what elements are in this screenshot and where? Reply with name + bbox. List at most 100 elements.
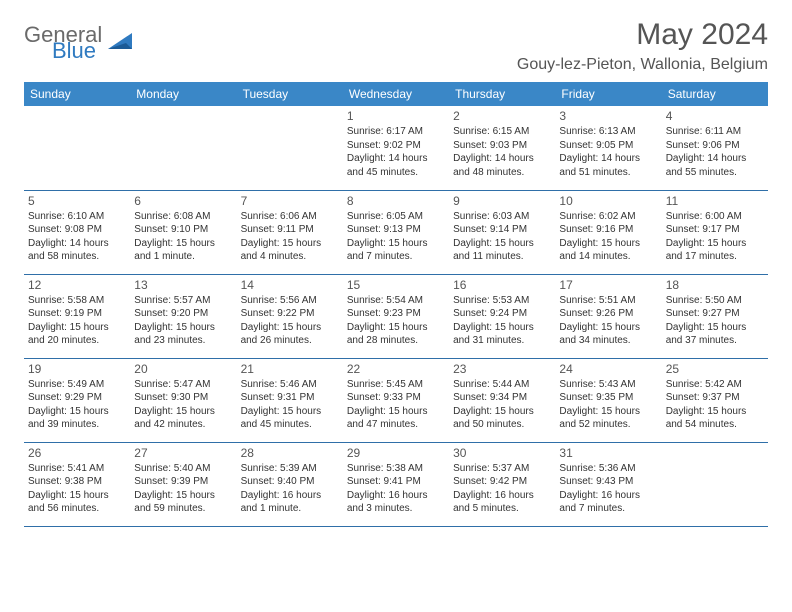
- weekday-header: Monday: [130, 82, 236, 106]
- calendar-day-cell: 23 Sunrise: 5:44 AMSunset: 9:34 PMDayligh…: [449, 358, 555, 442]
- day-number: 29: [347, 446, 445, 460]
- calendar-day-cell: 21 Sunrise: 5:46 AMSunset: 9:31 PMDayligh…: [237, 358, 343, 442]
- calendar-day-cell: 1 Sunrise: 6:17 AMSunset: 9:02 PMDaylight…: [343, 106, 449, 190]
- day-number: 10: [559, 194, 657, 208]
- day-number: 19: [28, 362, 126, 376]
- calendar-day-cell: 29 Sunrise: 5:38 AMSunset: 9:41 PMDayligh…: [343, 442, 449, 526]
- day-info: Sunrise: 6:03 AMSunset: 9:14 PMDaylight:…: [453, 210, 551, 264]
- day-number: 4: [666, 109, 764, 123]
- day-info: Sunrise: 5:49 AMSunset: 9:29 PMDaylight:…: [28, 378, 126, 432]
- day-number: 18: [666, 278, 764, 292]
- calendar-day-cell: 30 Sunrise: 5:37 AMSunset: 9:42 PMDayligh…: [449, 442, 555, 526]
- day-info: Sunrise: 6:10 AMSunset: 9:08 PMDaylight:…: [28, 210, 126, 264]
- weekday-header: Friday: [555, 82, 661, 106]
- calendar-day-cell: 16 Sunrise: 5:53 AMSunset: 9:24 PMDayligh…: [449, 274, 555, 358]
- day-info: Sunrise: 5:45 AMSunset: 9:33 PMDaylight:…: [347, 378, 445, 432]
- day-number: 5: [28, 194, 126, 208]
- weekday-header: Thursday: [449, 82, 555, 106]
- day-info: Sunrise: 5:53 AMSunset: 9:24 PMDaylight:…: [453, 294, 551, 348]
- day-number: 3: [559, 109, 657, 123]
- logo-triangle-icon: [108, 31, 134, 56]
- day-info: Sunrise: 6:08 AMSunset: 9:10 PMDaylight:…: [134, 210, 232, 264]
- day-number: 13: [134, 278, 232, 292]
- day-number: 31: [559, 446, 657, 460]
- calendar-week-row: 5 Sunrise: 6:10 AMSunset: 9:08 PMDaylight…: [24, 190, 768, 274]
- calendar-empty-cell: [237, 106, 343, 190]
- day-number: 11: [666, 194, 764, 208]
- day-info: Sunrise: 6:17 AMSunset: 9:02 PMDaylight:…: [347, 125, 445, 179]
- calendar-day-cell: 26Sunrise: 5:41 AMSunset: 9:38 PMDayligh…: [24, 442, 130, 526]
- day-info: Sunrise: 5:56 AMSunset: 9:22 PMDaylight:…: [241, 294, 339, 348]
- day-number: 15: [347, 278, 445, 292]
- calendar-day-cell: 11 Sunrise: 6:00 AMSunset: 9:17 PMDayligh…: [662, 190, 768, 274]
- day-info: Sunrise: 5:39 AMSunset: 9:40 PMDaylight:…: [241, 462, 339, 516]
- calendar-day-cell: 6Sunrise: 6:08 AMSunset: 9:10 PMDaylight…: [130, 190, 236, 274]
- day-info: Sunrise: 5:50 AMSunset: 9:27 PMDaylight:…: [666, 294, 764, 348]
- day-number: 25: [666, 362, 764, 376]
- calendar-table: SundayMondayTuesdayWednesdayThursdayFrid…: [24, 82, 768, 527]
- day-number: 21: [241, 362, 339, 376]
- logo: General Blue: [24, 18, 134, 62]
- day-info: Sunrise: 6:11 AMSunset: 9:06 PMDaylight:…: [666, 125, 764, 179]
- day-info: Sunrise: 5:37 AMSunset: 9:42 PMDaylight:…: [453, 462, 551, 516]
- calendar-day-cell: 28 Sunrise: 5:39 AMSunset: 9:40 PMDayligh…: [237, 442, 343, 526]
- day-number: 23: [453, 362, 551, 376]
- calendar-day-cell: 7 Sunrise: 6:06 AMSunset: 9:11 PMDaylight…: [237, 190, 343, 274]
- weekday-header: Saturday: [662, 82, 768, 106]
- day-info: Sunrise: 5:43 AMSunset: 9:35 PMDaylight:…: [559, 378, 657, 432]
- day-info: Sunrise: 6:00 AMSunset: 9:17 PMDaylight:…: [666, 210, 764, 264]
- day-info: Sunrise: 5:46 AMSunset: 9:31 PMDaylight:…: [241, 378, 339, 432]
- calendar-day-cell: 24 Sunrise: 5:43 AMSunset: 9:35 PMDayligh…: [555, 358, 661, 442]
- calendar-day-cell: 9 Sunrise: 6:03 AMSunset: 9:14 PMDaylight…: [449, 190, 555, 274]
- calendar-day-cell: 13 Sunrise: 5:57 AMSunset: 9:20 PMDayligh…: [130, 274, 236, 358]
- calendar-day-cell: 20 Sunrise: 5:47 AMSunset: 9:30 PMDayligh…: [130, 358, 236, 442]
- day-number: 2: [453, 109, 551, 123]
- day-info: Sunrise: 5:47 AMSunset: 9:30 PMDaylight:…: [134, 378, 232, 432]
- day-info: Sunrise: 5:42 AMSunset: 9:37 PMDaylight:…: [666, 378, 764, 432]
- day-number: 7: [241, 194, 339, 208]
- calendar-day-cell: 15 Sunrise: 5:54 AMSunset: 9:23 PMDayligh…: [343, 274, 449, 358]
- calendar-day-cell: 14 Sunrise: 5:56 AMSunset: 9:22 PMDayligh…: [237, 274, 343, 358]
- day-number: 22: [347, 362, 445, 376]
- day-info: Sunrise: 5:51 AMSunset: 9:26 PMDaylight:…: [559, 294, 657, 348]
- weekday-header: Tuesday: [237, 82, 343, 106]
- day-number: 26: [28, 446, 126, 460]
- calendar-day-cell: 3 Sunrise: 6:13 AMSunset: 9:05 PMDaylight…: [555, 106, 661, 190]
- day-number: 8: [347, 194, 445, 208]
- calendar-day-cell: 31 Sunrise: 5:36 AMSunset: 9:43 PMDayligh…: [555, 442, 661, 526]
- day-number: 9: [453, 194, 551, 208]
- day-info: Sunrise: 5:54 AMSunset: 9:23 PMDaylight:…: [347, 294, 445, 348]
- location-text: Gouy-lez-Pieton, Wallonia, Belgium: [517, 56, 768, 74]
- day-number: 30: [453, 446, 551, 460]
- calendar-day-cell: 10Sunrise: 6:02 AMSunset: 9:16 PMDayligh…: [555, 190, 661, 274]
- day-info: Sunrise: 5:44 AMSunset: 9:34 PMDaylight:…: [453, 378, 551, 432]
- calendar-day-cell: 2Sunrise: 6:15 AMSunset: 9:03 PMDaylight…: [449, 106, 555, 190]
- calendar-week-row: 1 Sunrise: 6:17 AMSunset: 9:02 PMDaylight…: [24, 106, 768, 190]
- day-info: Sunrise: 5:57 AMSunset: 9:20 PMDaylight:…: [134, 294, 232, 348]
- day-number: 20: [134, 362, 232, 376]
- calendar-empty-cell: [662, 442, 768, 526]
- day-number: 1: [347, 109, 445, 123]
- day-number: 14: [241, 278, 339, 292]
- day-number: 28: [241, 446, 339, 460]
- day-info: Sunrise: 6:06 AMSunset: 9:11 PMDaylight:…: [241, 210, 339, 264]
- day-info: Sunrise: 5:58 AMSunset: 9:19 PMDaylight:…: [28, 294, 126, 348]
- day-info: Sunrise: 6:05 AMSunset: 9:13 PMDaylight:…: [347, 210, 445, 264]
- calendar-empty-cell: [24, 106, 130, 190]
- calendar-empty-cell: [130, 106, 236, 190]
- calendar-day-cell: 22 Sunrise: 5:45 AMSunset: 9:33 PMDayligh…: [343, 358, 449, 442]
- day-info: Sunrise: 5:38 AMSunset: 9:41 PMDaylight:…: [347, 462, 445, 516]
- weekday-header: Sunday: [24, 82, 130, 106]
- calendar-day-cell: 8 Sunrise: 6:05 AMSunset: 9:13 PMDaylight…: [343, 190, 449, 274]
- day-info: Sunrise: 5:40 AMSunset: 9:39 PMDaylight:…: [134, 462, 232, 516]
- day-number: 17: [559, 278, 657, 292]
- calendar-day-cell: 25 Sunrise: 5:42 AMSunset: 9:37 PMDayligh…: [662, 358, 768, 442]
- calendar-week-row: 19 Sunrise: 5:49 AMSunset: 9:29 PMDayligh…: [24, 358, 768, 442]
- day-info: Sunrise: 5:36 AMSunset: 9:43 PMDaylight:…: [559, 462, 657, 516]
- day-number: 24: [559, 362, 657, 376]
- header: General Blue May 2024 Gouy-lez-Pieton, W…: [24, 18, 768, 74]
- calendar-week-row: 26Sunrise: 5:41 AMSunset: 9:38 PMDayligh…: [24, 442, 768, 526]
- calendar-day-cell: 4 Sunrise: 6:11 AMSunset: 9:06 PMDaylight…: [662, 106, 768, 190]
- day-info: Sunrise: 6:13 AMSunset: 9:05 PMDaylight:…: [559, 125, 657, 179]
- day-number: 16: [453, 278, 551, 292]
